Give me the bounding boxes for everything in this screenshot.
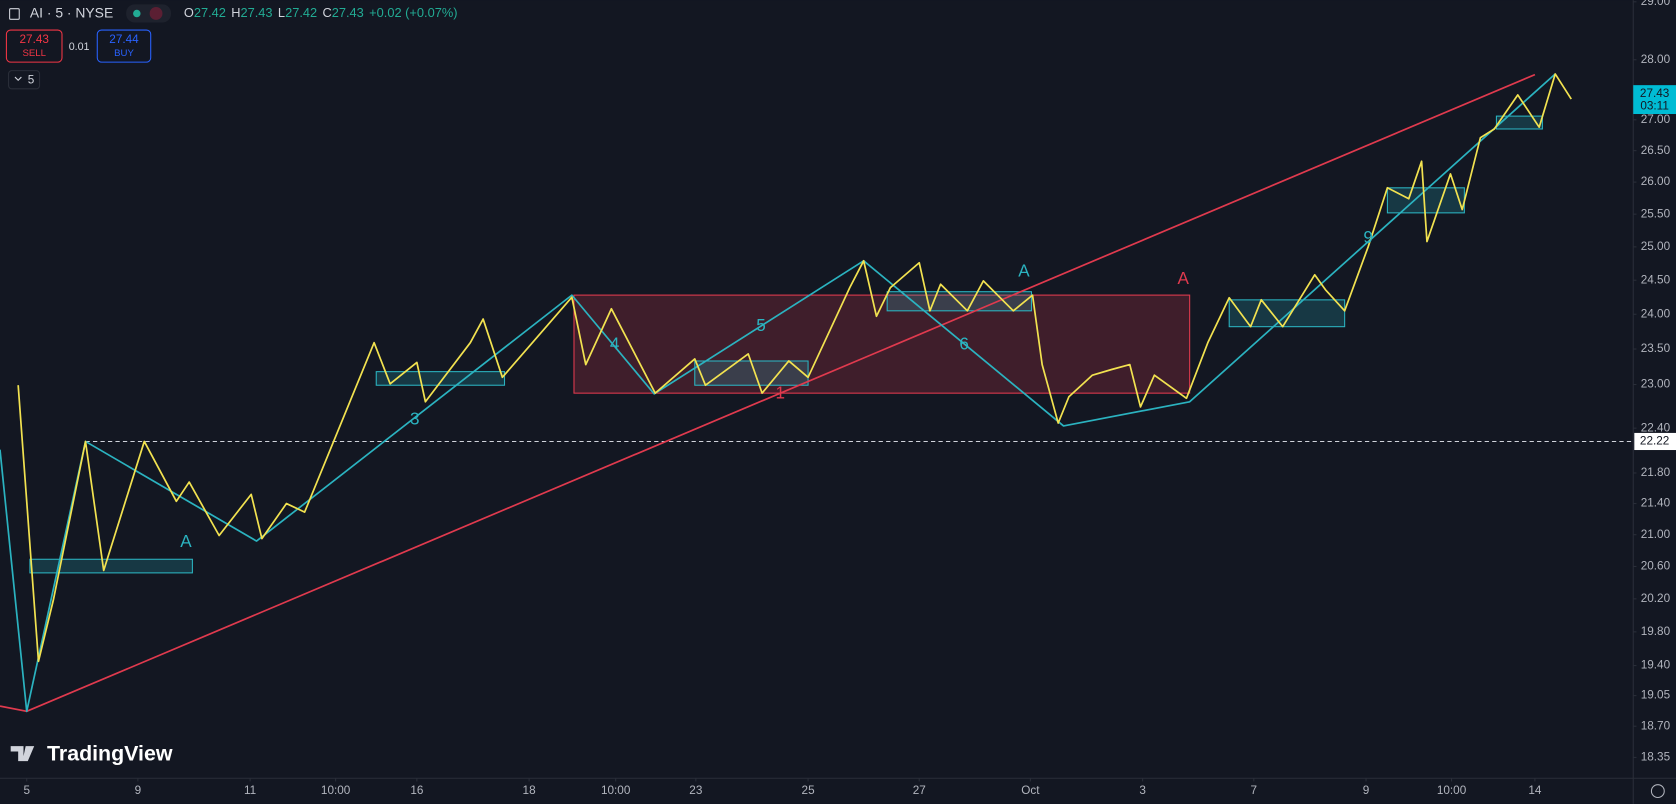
y-tick-label: 29.00 [1641, 0, 1671, 8]
ohlc: O27.42 H27.43 L27.42 C27.43 +0.02 (+0.07%) [184, 5, 458, 20]
box [1228, 299, 1346, 328]
box [573, 294, 1191, 394]
x-tick-label: 10:00 [601, 784, 631, 797]
symbol-icon [9, 8, 20, 20]
x-tick-label: 9 [135, 784, 142, 797]
annotation: 1 [776, 383, 786, 402]
y-tick-label: 18.70 [1641, 719, 1671, 732]
x-tick-label: 10:00 [1437, 784, 1467, 797]
spread: 0.01 [69, 41, 90, 53]
x-tick-label: 3 [1139, 784, 1146, 797]
y-tick-label: 27.00 [1641, 113, 1671, 126]
annotation: A [1018, 262, 1030, 281]
y-tick-label: 19.80 [1641, 625, 1671, 638]
x-tick-label: 7 [1251, 784, 1258, 797]
ohlc-key: H [231, 5, 240, 20]
y-tick-label: 24.00 [1641, 307, 1671, 320]
y-tick-label: 23.50 [1641, 342, 1671, 355]
y-tick-label: 25.00 [1641, 240, 1671, 253]
box [886, 291, 1033, 312]
annotation: 3 [410, 410, 420, 429]
price-line-label: 22.22 [1640, 435, 1669, 448]
settings-icon[interactable] [1650, 784, 1665, 799]
y-tick-label: 26.50 [1641, 144, 1671, 157]
price-line-label-bg [1634, 432, 1676, 451]
y-tick-label: 26.00 [1641, 175, 1671, 188]
logo-icon [10, 746, 35, 762]
ohlc-value: 27.43 [241, 5, 273, 20]
y-tick-label: 28.00 [1641, 53, 1671, 66]
box [29, 558, 193, 574]
last-price-label: 27.43 [1640, 87, 1670, 100]
interval-button[interactable] [8, 70, 41, 90]
status-icon [149, 7, 163, 20]
y-tick-label: 21.00 [1641, 528, 1671, 541]
annotation: A [1178, 269, 1190, 288]
change: +0.02 (+0.07%) [369, 5, 457, 20]
y-tick-label: 22.40 [1641, 421, 1671, 434]
annotation: A [180, 532, 192, 551]
buy-button[interactable] [96, 29, 152, 63]
x-tick-label: 16 [410, 784, 424, 797]
x-tick-label: Oct [1021, 784, 1040, 797]
ohlc-value: 27.42 [194, 5, 226, 20]
buy-price: 27.44 [109, 33, 139, 46]
y-tick-label: 21.80 [1641, 466, 1671, 479]
box [375, 371, 506, 386]
annotation: 5 [756, 316, 766, 335]
chevron [14, 76, 22, 82]
x-tick-label: 18 [523, 784, 537, 797]
ohlc-key: O [184, 5, 194, 20]
annotation: 9 [1363, 228, 1373, 247]
x-tick-label: 25 [802, 784, 816, 797]
annotation: 4 [610, 334, 620, 353]
y-tick-label: 24.50 [1641, 273, 1671, 286]
x-tick-label: 10:00 [321, 784, 351, 797]
series-line [0, 73, 1556, 713]
x-tick-label: 9 [1363, 784, 1370, 797]
y-tick-label: 20.60 [1641, 560, 1671, 573]
y-tick-label: 19.40 [1641, 659, 1671, 672]
annotation: 6 [959, 334, 969, 353]
interval: 5 [28, 73, 35, 86]
series-line [17, 73, 1572, 663]
last-price-bg [1633, 85, 1676, 115]
sell-price: 27.43 [20, 33, 50, 46]
symbol[interactable]: AI · 5 · NYSE [30, 5, 113, 21]
y-tick-label: 18.35 [1641, 751, 1671, 764]
ohlc-value: 27.43 [332, 5, 364, 20]
x-tick-label: 27 [913, 784, 926, 797]
ohlc-key: C [322, 5, 331, 20]
box [1495, 115, 1543, 130]
logo: TradingView [47, 741, 173, 765]
y-tick-label: 23.00 [1641, 378, 1671, 391]
sell-label: SELL [22, 48, 46, 59]
y-tick-label: 21.40 [1641, 497, 1671, 510]
status-dot [133, 9, 141, 18]
countdown: 03:11 [1640, 100, 1669, 113]
x-tick-label: 5 [23, 784, 30, 797]
ohlc-key: L [278, 5, 285, 20]
sell-button[interactable] [5, 29, 63, 63]
y-tick-label: 20.20 [1641, 592, 1671, 605]
buy-label: BUY [114, 48, 134, 59]
x-tick-label: 11 [244, 784, 256, 797]
box [1386, 187, 1465, 214]
x-tick-label: 14 [1528, 784, 1542, 797]
y-tick-label: 25.50 [1641, 207, 1671, 220]
x-tick-label: 23 [689, 784, 703, 797]
ohlc-value: 27.42 [285, 5, 317, 20]
y-tick-label: 19.05 [1641, 689, 1671, 702]
status-badge [126, 4, 172, 23]
